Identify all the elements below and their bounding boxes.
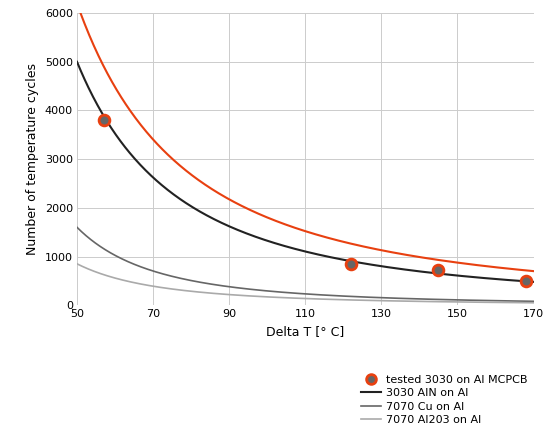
Legend: tested 3030 on Al MCPCB, 3030 AIN on Al, 7070 Cu on Al, 7070 Al203 on Al: tested 3030 on Al MCPCB, 3030 AIN on Al,… [361, 375, 528, 425]
X-axis label: Delta T [° C]: Delta T [° C] [266, 325, 344, 338]
Y-axis label: Number of temperature cycles: Number of temperature cycles [26, 63, 39, 255]
Point [99, 117, 108, 124]
Point [346, 260, 355, 267]
Point [434, 267, 443, 274]
Point [521, 278, 530, 285]
